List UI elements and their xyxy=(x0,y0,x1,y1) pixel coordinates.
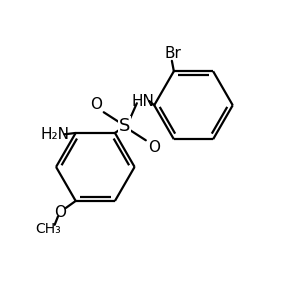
Text: S: S xyxy=(119,117,130,135)
Text: H₂N: H₂N xyxy=(40,127,69,142)
Text: CH₃: CH₃ xyxy=(35,222,61,236)
Text: HN: HN xyxy=(132,94,154,109)
Text: O: O xyxy=(148,140,160,155)
Text: O: O xyxy=(90,97,102,112)
Text: Br: Br xyxy=(165,45,182,60)
Text: O: O xyxy=(54,205,66,220)
